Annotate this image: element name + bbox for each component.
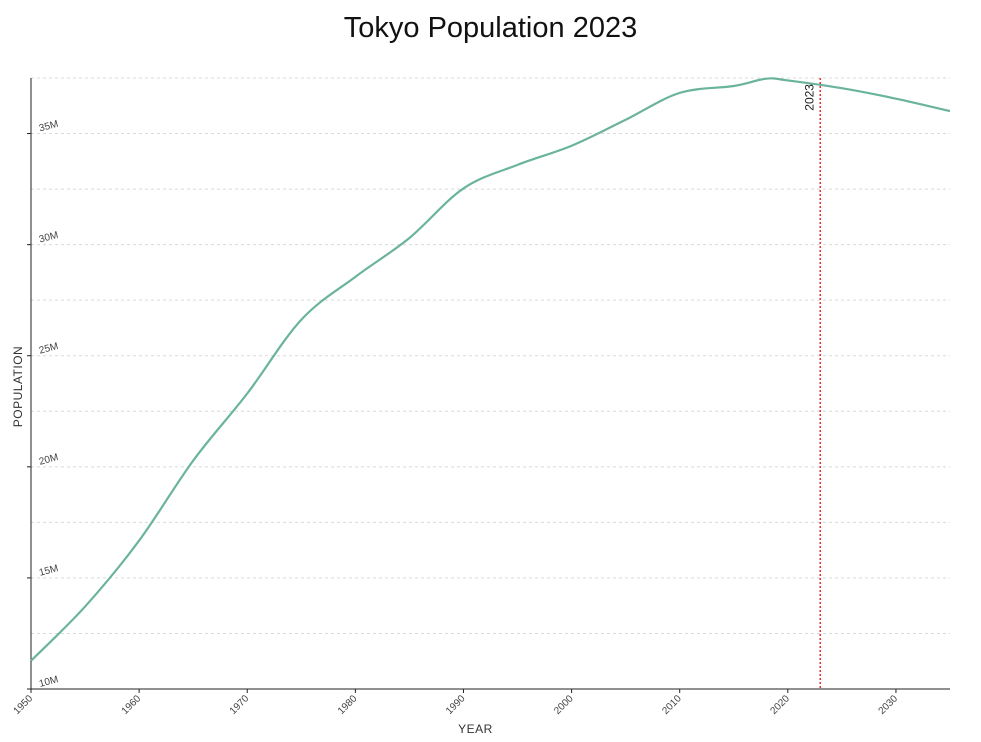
x-tick-label: 1980	[336, 693, 360, 717]
y-tick-label: 10M	[38, 674, 60, 690]
y-tick-label: 25M	[38, 341, 60, 357]
x-axis-title: YEAR	[458, 722, 493, 736]
x-tick-label: 2000	[552, 693, 576, 717]
x-tick-label: 2030	[877, 693, 901, 717]
axes	[30, 78, 950, 690]
y-ticks: 10M 15M 20M 25M 30M 35M	[27, 119, 60, 690]
x-tick-label: 2020	[768, 693, 792, 717]
x-ticks: 1950 1960 1970 1980 1990 2000 2010 2020 2030	[12, 689, 901, 717]
year-marker-label: 2023	[802, 84, 816, 111]
y-tick-label: 30M	[38, 230, 60, 246]
y-tick-label: 20M	[38, 452, 60, 468]
population-line	[30, 77, 951, 662]
x-tick-label: 1990	[444, 693, 468, 717]
y-tick-label: 15M	[38, 563, 60, 579]
x-tick-label: 1950	[12, 693, 36, 717]
annotations: 2023	[802, 78, 822, 689]
grid	[31, 77, 950, 634]
x-tick-label: 2010	[660, 693, 684, 717]
x-tick-label: 1960	[120, 693, 144, 717]
x-tick-label: 1970	[228, 693, 252, 717]
y-tick-label: 35M	[38, 119, 60, 135]
y-axis-title: POPULATION	[11, 346, 25, 427]
series	[30, 77, 951, 662]
chart-title: Tokyo Population 2023	[343, 12, 638, 44]
